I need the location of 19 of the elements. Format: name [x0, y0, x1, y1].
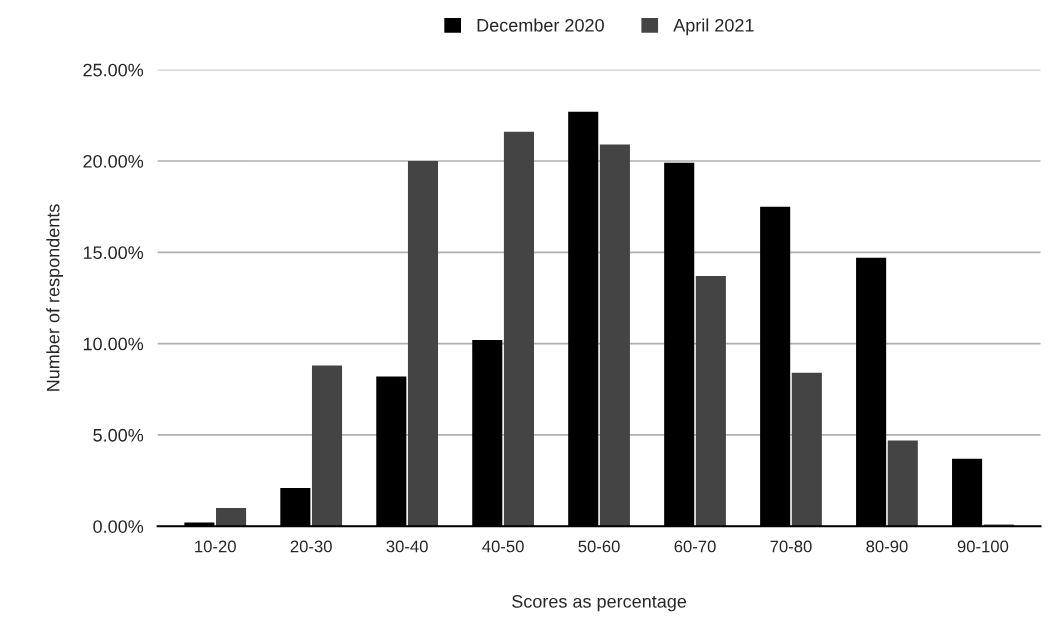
y-tick-label: 20.00%: [83, 154, 144, 168]
x-tick-label: 80-90: [866, 540, 908, 553]
x-tick-label: 10-20: [195, 540, 236, 553]
y-axis-title: Number of respondents: [46, 204, 64, 391]
y-tick-label: 5.00%: [93, 428, 144, 442]
x-tick-label: 50-60: [578, 540, 620, 553]
y-tick-label: 15.00%: [83, 246, 144, 260]
x-axis-title: Scores as percentage: [512, 595, 687, 612]
legend-label: December 2020: [477, 18, 604, 32]
y-tick-label: 0.00%: [93, 520, 144, 533]
x-tick-label: 30-40: [386, 540, 428, 553]
y-tick-label: 25.00%: [83, 63, 144, 77]
x-tick-label: 60-70: [674, 540, 716, 553]
x-tick-label: 20-30: [290, 540, 332, 553]
x-tick-label: 70-80: [770, 540, 812, 553]
x-tick-label: 90-100: [957, 540, 1009, 553]
y-tick-label: 10.00%: [83, 337, 144, 351]
legend-label: April 2021: [673, 18, 754, 36]
x-tick-label: 40-50: [482, 540, 524, 553]
